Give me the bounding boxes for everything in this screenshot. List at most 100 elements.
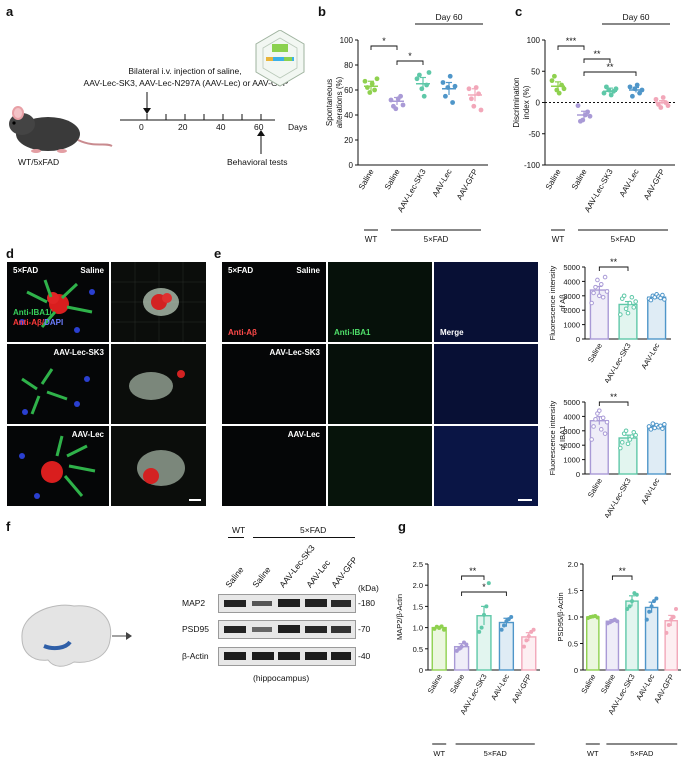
y-axis-label-line: of IBA1 xyxy=(558,426,567,451)
group-label-wt: WT xyxy=(433,749,445,758)
significance-bracket xyxy=(370,45,398,50)
mouse-label: WT/5xFAD xyxy=(18,157,60,167)
y-tick-label: 60 xyxy=(344,86,353,95)
y-axis-label: PSD95/β-Actin xyxy=(556,592,565,641)
y-tick-label: 1.5 xyxy=(413,602,423,611)
y-tick-label: 2.5 xyxy=(413,560,423,569)
bar-1 xyxy=(605,620,620,671)
data-point xyxy=(674,607,678,612)
data-point xyxy=(625,310,631,316)
category-label: AAV-Lec-SK3 xyxy=(583,167,615,214)
d-stain-dapi: DAPI xyxy=(44,318,64,327)
d-lec-sk3-label: AAV-Lec-SK3 xyxy=(53,348,104,357)
data-point xyxy=(369,81,375,87)
category-label: AAV-Lec xyxy=(431,168,454,199)
data-point xyxy=(362,78,368,84)
bar-4 xyxy=(664,620,678,671)
bar-2 xyxy=(647,425,667,475)
group-label-fad: 5×FAD xyxy=(424,235,449,244)
micrograph-e-saline-iba1: Anti-IBA1 xyxy=(328,262,432,342)
panel-label-c: c xyxy=(515,4,523,19)
data-point xyxy=(601,90,607,96)
y-tick-label: 2000 xyxy=(563,306,580,315)
timeline-tick-20: 20 xyxy=(178,122,188,132)
data-point xyxy=(477,629,482,634)
group-label-fad: 5×FAD xyxy=(611,235,636,244)
data-point xyxy=(502,623,506,628)
data-point xyxy=(629,294,635,300)
timeline-diagram xyxy=(9,30,305,154)
data-point xyxy=(482,612,486,617)
data-point xyxy=(648,297,654,303)
micrograph-e-lec-sk3-ab: AAV-Lec-SK3 xyxy=(222,344,326,424)
chart-c-discrimination-index: -100 -50 0 50 100 Discriminationindex (%) Sali… xyxy=(512,12,675,244)
f-lane-label: Saline xyxy=(223,564,246,590)
significance-bracket xyxy=(598,266,629,271)
data-point xyxy=(632,86,638,92)
category-label: AAV-Lec xyxy=(639,341,661,371)
group-label-fad: 5×FAD xyxy=(484,749,508,758)
data-point xyxy=(447,73,453,79)
category-label: Saline xyxy=(586,342,604,365)
data-point xyxy=(654,596,659,601)
data-point xyxy=(618,445,623,451)
y-tick-label: 0 xyxy=(536,99,541,108)
y-axis-label-line: alterations (%) xyxy=(335,76,344,128)
data-point xyxy=(459,644,464,649)
significance-bracket xyxy=(583,71,637,76)
data-point xyxy=(417,72,422,78)
data-point xyxy=(575,103,581,109)
data-point xyxy=(658,105,664,110)
panel-label-a: a xyxy=(6,4,14,19)
y-tick-label: 1.5 xyxy=(568,587,578,596)
f-lane-label: AAV-Lec xyxy=(304,557,333,590)
data-point xyxy=(591,424,596,429)
y-axis-label-line: Fluorescence intensity xyxy=(548,265,557,340)
micrograph-e-lec-sk3-iba1 xyxy=(328,344,432,424)
y-tick-label: 0 xyxy=(576,470,580,479)
category-label: AAV-GFP xyxy=(642,168,667,202)
panel-label-g: g xyxy=(398,519,406,534)
panel-label-d: d xyxy=(6,246,14,261)
micrograph-d-lec-3d xyxy=(111,426,206,506)
chart-b-spontaneous-alterations: 0 20 40 60 80 100 Spontaneousalterations (%) Sa… xyxy=(325,12,488,244)
significance-label: *** xyxy=(566,36,577,46)
y-tick-label: 3000 xyxy=(563,427,580,436)
e-col-merge: Merge xyxy=(440,328,464,337)
category-label: AAV-Lec xyxy=(489,672,511,702)
data-point xyxy=(452,83,458,89)
data-point xyxy=(421,93,427,99)
significance-bracket xyxy=(557,45,585,50)
chart-g-map2: 0 0.5 1.0 1.5 2.0 2.5 MAP2/β-Actin Saline Saline… xyxy=(395,560,540,758)
data-point xyxy=(650,421,656,426)
panel-label-b: b xyxy=(318,4,326,19)
y-tick-label: 40 xyxy=(344,111,353,120)
data-point xyxy=(595,615,600,620)
data-point xyxy=(662,297,667,302)
data-point xyxy=(589,437,594,442)
mouse-illustration xyxy=(9,106,113,153)
data-point xyxy=(653,96,659,102)
data-point xyxy=(443,93,448,99)
y-tick-label: 0.5 xyxy=(568,640,578,649)
y-tick-label: 1.0 xyxy=(568,613,578,622)
data-point xyxy=(589,300,594,306)
e-saline-label: Saline xyxy=(296,266,320,275)
y-axis-label: Fluorescence intensityof Aβ xyxy=(548,265,567,340)
y-tick-label: 5000 xyxy=(563,398,580,407)
data-point xyxy=(662,422,667,427)
data-point xyxy=(552,73,557,79)
data-point xyxy=(600,294,606,300)
y-tick-label: 80 xyxy=(344,61,353,70)
category-label: AAV-Lec-SK3 xyxy=(602,342,632,384)
e-group-label: 5×FAD xyxy=(228,266,254,275)
data-point xyxy=(476,91,481,97)
data-point xyxy=(634,592,639,597)
data-point xyxy=(648,427,654,432)
e-lec-label: AAV-Lec xyxy=(287,430,320,439)
micrograph-d-lec-2d: AAV-Lec xyxy=(7,426,109,506)
aav-capsid-icon xyxy=(255,30,305,87)
data-point xyxy=(604,289,610,294)
